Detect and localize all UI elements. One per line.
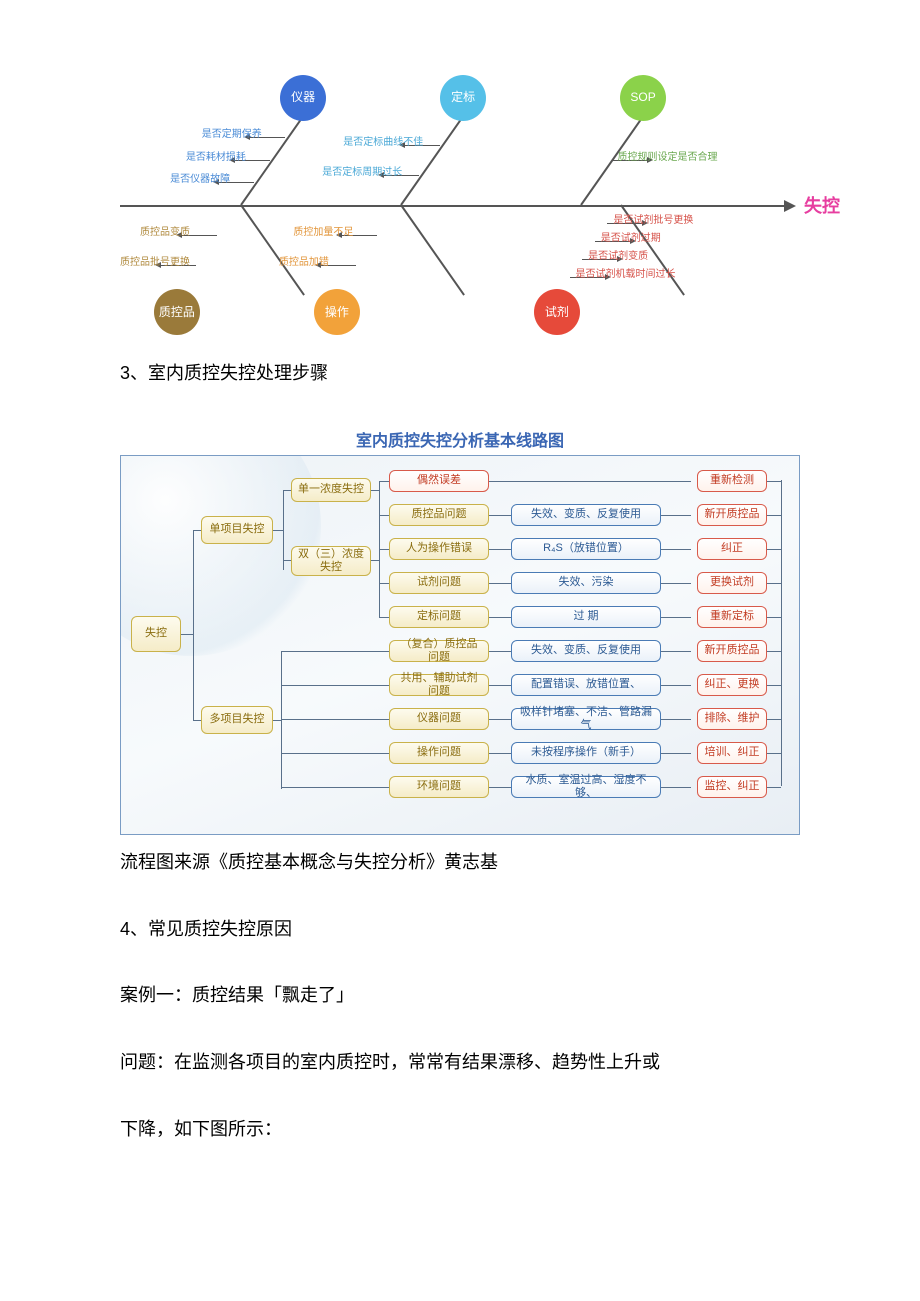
flowchart-caption: 流程图来源《质控基本概念与失控分析》黄志基 — [120, 839, 800, 886]
flow-action: 纠正 — [697, 538, 767, 560]
flow-detail: 失效、变质、反复使用 — [511, 640, 661, 662]
flow-l2: 双（三）浓度失控 — [291, 546, 371, 576]
flow-detail: 吸样针堵塞、不洁、管路漏气 — [511, 708, 661, 730]
flow-action: 重新定标 — [697, 606, 767, 628]
fishbone-cause: 是否定标曲线不佳 — [343, 137, 423, 149]
flow-cause: 共用、辅助试剂问题 — [389, 674, 489, 696]
question-line-1: 问题：在监测各项目的室内质控时，常常有结果漂移、趋势性上升或 — [120, 1039, 800, 1086]
flow-action: 新开质控品 — [697, 640, 767, 662]
flow-cause: 环境问题 — [389, 776, 489, 798]
flow-detail: 失效、污染 — [511, 572, 661, 594]
flow-cause: （复合）质控品问题 — [389, 640, 489, 662]
flow-action: 排除、维护 — [697, 708, 767, 730]
fishbone-cause: 是否耗材损耗 — [186, 152, 246, 164]
fishbone-cause: 是否仪器故障 — [170, 174, 230, 186]
fishbone-cause: 质控加量不足 — [293, 227, 353, 239]
fishbone-category: 试剂 — [534, 289, 580, 335]
fishbone-category: 操作 — [314, 289, 360, 335]
flow-cause: 操作问题 — [389, 742, 489, 764]
flow-cause: 仪器问题 — [389, 708, 489, 730]
flow-cause: 人为操作错误 — [389, 538, 489, 560]
flow-detail: 未按程序操作（新手） — [511, 742, 661, 764]
flowchart-title: 室内质控失控分析基本线路图 — [120, 427, 800, 451]
flow-action: 培训、纠正 — [697, 742, 767, 764]
flow-l1: 单项目失控 — [201, 516, 273, 544]
flow-l1: 多项目失控 — [201, 706, 273, 734]
fishbone-cause: 是否试剂批号更换 — [613, 215, 693, 227]
fishbone-head: 失控 — [804, 192, 840, 218]
flow-detail: 配置错误、放错位置、 — [511, 674, 661, 696]
fishbone-cause: 质控品加错 — [279, 257, 329, 269]
flow-action: 监控、纠正 — [697, 776, 767, 798]
flow-action: 纠正、更换 — [697, 674, 767, 696]
flow-action: 新开质控品 — [697, 504, 767, 526]
flow-cause: 质控品问题 — [389, 504, 489, 526]
fishbone-category: SOP — [620, 75, 666, 121]
flow-action: 重新检测 — [697, 470, 767, 492]
fishbone-category: 质控品 — [154, 289, 200, 335]
fishbone-cause: 质控规则设定是否合理 — [618, 152, 718, 164]
fishbone-cause: 是否试剂机载时间过长 — [576, 269, 676, 281]
fishbone-cause: 是否定标周期过长 — [322, 167, 402, 179]
flow-detail: R₄S（放错位置） — [511, 538, 661, 560]
fishbone-cause: 是否试剂变质 — [588, 251, 648, 263]
flowchart-diagram: 失控单项目失控多项目失控单一浓度失控双（三）浓度失控偶然误差重新检测质控品问题失… — [120, 455, 800, 835]
flow-cause: 定标问题 — [389, 606, 489, 628]
flow-detail: 失效、变质、反复使用 — [511, 504, 661, 526]
question-line-2: 下降，如下图所示： — [120, 1106, 800, 1153]
fishbone-cause: 质控品变质 — [140, 227, 190, 239]
fishbone-cause: 是否试剂过期 — [601, 233, 661, 245]
section-3-heading: 3、室内质控失控处理步骤 — [120, 350, 800, 397]
fishbone-spine — [120, 205, 790, 207]
flow-detail: 水质、室温过高、湿度不够、 — [511, 776, 661, 798]
flow-l2: 单一浓度失控 — [291, 478, 371, 502]
flow-detail: 过 期 — [511, 606, 661, 628]
flow-root: 失控 — [131, 616, 181, 652]
fishbone-diagram: 失控 仪器是否定期保养是否耗材损耗是否仪器故障定标是否定标曲线不佳是否定标周期过… — [120, 80, 820, 330]
fishbone-cause: 质控品批号更换 — [120, 257, 190, 269]
flow-action: 更换试剂 — [697, 572, 767, 594]
section-4-heading: 4、常见质控失控原因 — [120, 906, 800, 953]
fishbone-category: 定标 — [440, 75, 486, 121]
fishbone-cause: 是否定期保养 — [202, 129, 262, 141]
case-1-title: 案例一：质控结果「飘走了」 — [120, 972, 800, 1019]
flow-cause: 偶然误差 — [389, 470, 489, 492]
fishbone-category: 仪器 — [280, 75, 326, 121]
flow-cause: 试剂问题 — [389, 572, 489, 594]
